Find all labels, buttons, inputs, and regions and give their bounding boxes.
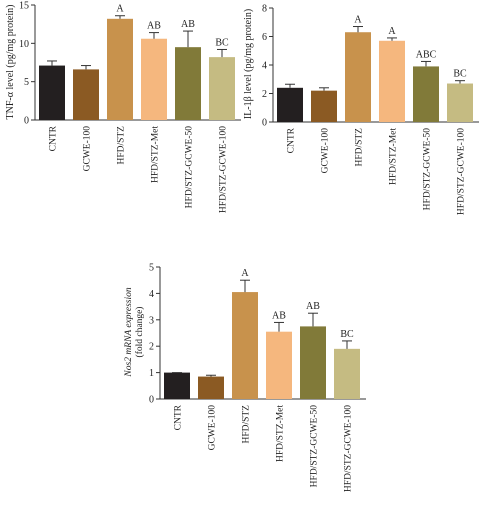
y-tick-label: 2 — [149, 342, 154, 353]
significance-label: AB — [147, 21, 161, 32]
bar — [73, 69, 99, 120]
y-axis-label: Nos2 mRNA expression — [124, 287, 134, 377]
bar — [345, 32, 371, 122]
bar — [447, 83, 473, 122]
y-axis-label-unit: (fold change) — [134, 307, 145, 358]
y-tick-label: 2 — [262, 89, 267, 100]
significance-label: BC — [215, 37, 229, 48]
category-label: HFD/STZ-Met — [151, 126, 161, 183]
significance-label: A — [241, 268, 249, 279]
bar — [175, 47, 201, 120]
y-tick-label: 1 — [149, 368, 154, 379]
y-tick-label: 15 — [19, 1, 29, 12]
category-label: HFD/STZ-GCWE-50 — [185, 126, 195, 209]
category-label: HFD/STZ — [355, 128, 365, 167]
y-tick-label: 0 — [262, 118, 267, 129]
y-tick-label: 10 — [19, 39, 29, 50]
bar — [107, 18, 133, 120]
bar — [379, 40, 405, 122]
category-label: HFD/STZ-Met — [389, 128, 399, 185]
category-label: CNTR — [287, 127, 297, 153]
y-tick-label: 6 — [262, 32, 267, 43]
significance-label: BC — [340, 329, 354, 340]
chart-il-1-beta: 0 2 4 6 8 IL-1β level (pg/mg protein) CNTR GCWE… — [243, 4, 479, 215]
bar — [266, 331, 292, 399]
y-tick-label: 0 — [149, 395, 154, 406]
significance-label: BC — [453, 69, 467, 80]
bar — [141, 38, 167, 120]
significance-label: A — [354, 15, 362, 26]
bar — [232, 292, 258, 399]
significance-label: A — [388, 26, 396, 37]
y-tick-label: 4 — [262, 61, 267, 72]
bar — [39, 65, 65, 120]
y-axis-label: IL-1β level (pg/mg protein) — [243, 9, 254, 119]
bar — [413, 66, 439, 122]
bar — [334, 348, 360, 399]
category-label: GCWE-100 — [321, 128, 331, 174]
y-tick-label: 4 — [149, 289, 154, 300]
y-tick-label: 3 — [149, 315, 154, 326]
category-label: HFD/STZ-GCWE-100 — [344, 405, 354, 492]
chart-nos2-mrna: 0 1 2 3 4 5 Nos2 mRNA expression (fold change) C… — [124, 263, 366, 492]
bar — [311, 90, 337, 122]
bar — [164, 372, 190, 399]
category-label: GCWE-100 — [208, 405, 218, 451]
bar — [209, 57, 235, 120]
category-label: HFD/STZ-GCWE-100 — [219, 126, 229, 213]
category-label: HFD/STZ-GCWE-50 — [310, 405, 320, 488]
significance-label: A — [116, 4, 124, 15]
significance-label: AB — [272, 310, 286, 321]
y-tick-label: 0 — [24, 116, 29, 127]
category-label: CNTR — [49, 125, 59, 151]
category-label: HFD/STZ-GCWE-50 — [423, 128, 433, 211]
category-label: HFD/STZ-Met — [276, 405, 286, 462]
category-label: HFD/STZ — [242, 405, 252, 444]
bar — [277, 87, 303, 122]
bar — [300, 326, 326, 399]
bar — [198, 376, 224, 399]
y-tick-label: 5 — [149, 263, 154, 274]
category-label: GCWE-100 — [83, 126, 93, 172]
significance-label: AB — [306, 301, 320, 312]
category-label: CNTR — [174, 404, 184, 430]
y-tick-label: 5 — [24, 77, 29, 88]
y-tick-label: 8 — [262, 4, 267, 15]
category-label: HFD/STZ-GCWE-100 — [457, 128, 467, 215]
significance-label: ABC — [416, 49, 437, 60]
y-axis-label: TNF-α level (pg/mg protein) — [5, 5, 16, 120]
category-label: HFD/STZ — [117, 126, 127, 165]
significance-label: AB — [181, 19, 195, 30]
